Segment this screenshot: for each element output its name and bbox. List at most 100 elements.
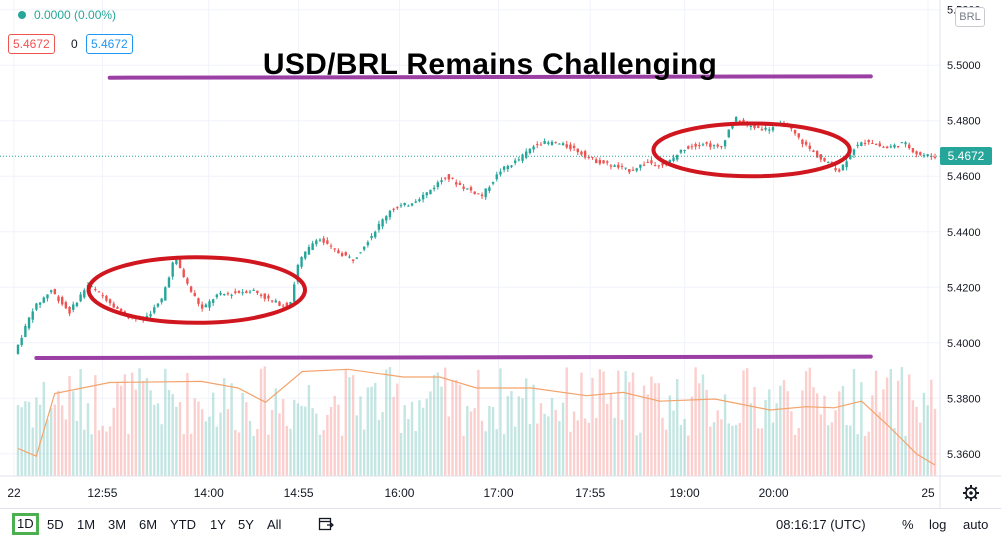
candle-body xyxy=(893,144,896,148)
candle-body xyxy=(801,139,804,145)
candle-body xyxy=(35,303,38,310)
candle-body xyxy=(296,264,300,282)
volume-bar xyxy=(488,405,491,476)
volume-bar xyxy=(930,379,933,476)
candle-body xyxy=(329,245,333,247)
calendar-range-icon[interactable] xyxy=(318,516,334,532)
timeframe-5y-button[interactable]: 5Y xyxy=(238,517,254,532)
volume-bar xyxy=(808,367,811,476)
candle-body xyxy=(668,160,672,164)
candle-body xyxy=(101,295,104,297)
candle-body xyxy=(628,169,631,173)
volume-bar xyxy=(455,379,458,476)
candle-body xyxy=(753,124,756,129)
candle-body xyxy=(57,296,60,302)
utc-clock[interactable]: 08:16:17 (UTC) xyxy=(776,517,866,532)
volume-bar xyxy=(156,403,160,476)
volume-bar xyxy=(793,434,797,476)
candle-body xyxy=(878,143,881,147)
candle-body xyxy=(64,302,68,309)
log-scale-toggle[interactable]: log xyxy=(929,517,947,532)
candle-body xyxy=(68,306,71,314)
timeframe-6m-button[interactable]: 6M xyxy=(139,517,158,532)
volume-bar xyxy=(860,382,863,476)
candle-body xyxy=(370,235,373,239)
volume-bar xyxy=(149,390,152,476)
close-value-box[interactable]: 5.4672 xyxy=(86,34,133,54)
volume-bar xyxy=(569,431,572,476)
candle-body xyxy=(617,164,620,168)
volume-bar xyxy=(293,399,296,476)
volume-bar xyxy=(418,400,421,476)
volume-bar xyxy=(46,419,49,476)
volume-bar xyxy=(86,403,90,476)
volume-bar xyxy=(399,432,403,476)
candle-body xyxy=(127,317,130,319)
volume-bar xyxy=(248,420,252,476)
candle-body xyxy=(377,223,381,230)
candle-body xyxy=(175,258,178,265)
volume-bar xyxy=(639,432,642,476)
candle-body xyxy=(856,144,859,146)
volume-bar xyxy=(683,418,686,476)
currency-badge[interactable]: BRL xyxy=(955,7,985,27)
volume-bar xyxy=(259,368,263,476)
volume-bar xyxy=(650,376,653,476)
candle-body xyxy=(694,143,697,147)
volume-bar xyxy=(160,424,163,476)
candle-body xyxy=(326,240,329,244)
volume-bar xyxy=(304,406,307,476)
y-tick-label: 5.4600 xyxy=(947,171,981,183)
annotation-ellipse xyxy=(86,255,308,325)
candle-body xyxy=(904,142,907,145)
candle-body xyxy=(867,139,870,143)
candle-body xyxy=(484,188,487,198)
candle-body xyxy=(720,146,723,148)
volume-bar xyxy=(896,380,900,476)
volume-bar xyxy=(340,435,344,476)
volume-bar xyxy=(164,368,167,476)
volume-bar xyxy=(731,425,734,476)
volume-bar xyxy=(53,404,57,476)
y-tick-label: 5.3800 xyxy=(947,393,981,405)
volume-bar xyxy=(606,403,609,476)
timeframe-1d-button[interactable]: 1D xyxy=(12,513,39,535)
candle-body xyxy=(182,269,185,277)
annotation-ellipses[interactable] xyxy=(86,121,852,325)
timeframe-1y-button[interactable]: 1Y xyxy=(210,517,226,532)
volume-bar xyxy=(830,422,834,476)
timeframe-3m-button[interactable]: 3M xyxy=(108,517,127,532)
volume-bar xyxy=(775,403,778,476)
candle-body xyxy=(245,291,248,293)
candle-body xyxy=(458,182,462,185)
candle-body xyxy=(768,129,771,131)
timeframe-all-button[interactable]: All xyxy=(267,517,282,532)
candle-body xyxy=(164,287,167,301)
volume-bar xyxy=(561,402,565,476)
volume-bar xyxy=(499,368,502,476)
volume-bar xyxy=(664,429,668,476)
x-tick-label: 14:55 xyxy=(284,486,314,500)
volume-bar xyxy=(83,429,86,476)
volume-bar xyxy=(838,391,841,476)
volume-bar xyxy=(138,368,141,476)
volume-bar xyxy=(506,396,510,476)
volume-bar xyxy=(919,422,922,476)
gear-icon[interactable] xyxy=(963,485,979,501)
timeframe-ytd-button[interactable]: YTD xyxy=(170,517,196,532)
support-resistance-lines[interactable] xyxy=(34,74,873,361)
volume-bar xyxy=(256,429,259,476)
volume-bar xyxy=(547,416,550,476)
candle-body xyxy=(333,248,336,250)
auto-scale-toggle[interactable]: auto xyxy=(963,517,989,532)
timeframe-5d-button[interactable]: 5D xyxy=(47,517,64,532)
volume-bar xyxy=(245,402,248,476)
timeframe-1m-button[interactable]: 1M xyxy=(77,517,96,532)
candle-body xyxy=(653,165,657,167)
percent-scale-toggle[interactable]: % xyxy=(902,517,914,532)
price-chart[interactable]: 5.52005.50005.48005.46005.44005.42005.40… xyxy=(0,0,1001,508)
time-axis[interactable]: 22 12:55 14:00 14:55 16:00 17:00 17:55 19:00 20:… xyxy=(7,486,935,500)
candle-body xyxy=(852,149,856,155)
candle-body xyxy=(24,325,27,338)
open-value-box[interactable]: 5.4672 xyxy=(8,34,55,54)
